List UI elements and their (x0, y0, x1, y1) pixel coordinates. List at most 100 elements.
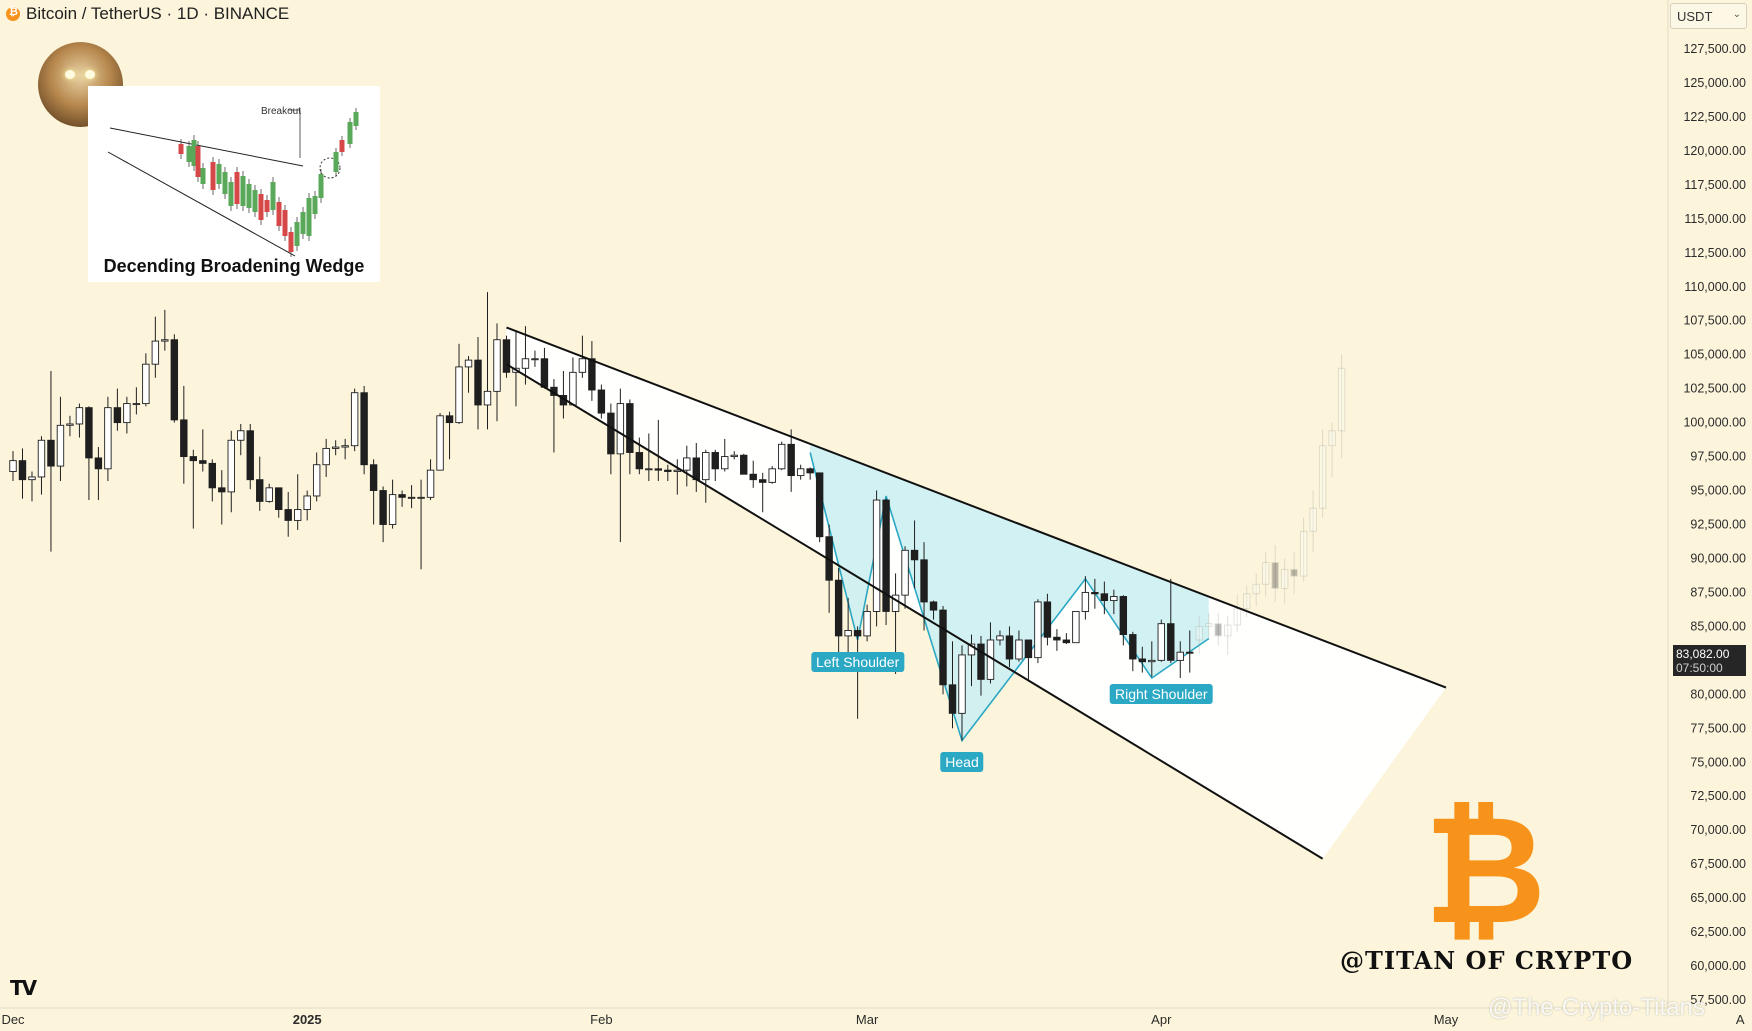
projection-candle-body (1195, 625, 1203, 641)
candle-body (853, 630, 862, 637)
tradingview-logo-icon: TV (10, 976, 37, 1000)
inset-candle-body (200, 168, 206, 184)
candle-body (180, 419, 188, 458)
candle-body (75, 407, 84, 425)
faint-watermark: @The-Crypto-Titans (1488, 994, 1705, 1021)
candle-body (645, 468, 653, 471)
candle-body (1015, 639, 1023, 660)
candle-body (407, 496, 416, 499)
inset-candle-body (246, 184, 252, 208)
price-tick-label: 67,500.00 (1690, 857, 1746, 871)
price-tick-label: 87,500.00 (1690, 585, 1746, 599)
candle-body (1119, 596, 1128, 635)
bitcoin-logo-icon: ₿ (1423, 784, 1547, 958)
candle-body (284, 509, 292, 521)
inset-candle-body (264, 200, 270, 212)
candle-body (721, 456, 729, 470)
inset-candle-body (240, 176, 246, 206)
candle-body (47, 439, 55, 467)
inset-candle-body (300, 212, 306, 234)
currency-label: USDT (1677, 9, 1713, 24)
currency-selector[interactable]: USDT ⌄ (1670, 3, 1747, 29)
price-tick-label: 95,000.00 (1690, 484, 1746, 498)
candle-body (37, 439, 46, 478)
candle-body (360, 392, 368, 466)
author-handle: @TITAN OF CRYPTO (1340, 946, 1634, 975)
price-tick-label: 57,500.00 (1690, 993, 1746, 1007)
candle-body (664, 469, 672, 472)
candle-body (94, 457, 103, 470)
inset-candle-body (288, 232, 294, 252)
price-tick-label: 122,500.00 (1683, 110, 1746, 124)
projection-candle-body (1214, 623, 1222, 637)
candle-body (920, 559, 928, 603)
inset-candle-body (276, 202, 282, 226)
price-tick-label: 120,000.00 (1683, 144, 1746, 158)
candle-body (18, 460, 27, 481)
candle-body (578, 358, 587, 373)
candle-body (730, 454, 738, 458)
candle-body (1110, 596, 1118, 602)
inset-candle-body (318, 174, 324, 198)
inset-candle-body (216, 164, 222, 184)
symbol-title: Bitcoin / TetherUS · 1D · BINANCE (26, 4, 290, 23)
candle-body (1186, 651, 1194, 654)
candle-body (540, 358, 549, 388)
inset-candle-body (306, 198, 312, 236)
time-tick-label: Dec (1, 1012, 25, 1027)
candle-body (85, 407, 93, 459)
avatar-eye-left (65, 70, 75, 79)
projection-candle-body (1290, 568, 1298, 577)
price-tick-label: 110,000.00 (1684, 280, 1746, 294)
candle-body (692, 457, 700, 481)
inset-breakout-pointer (288, 109, 301, 158)
wedge-upper-line (506, 326, 1447, 689)
candle-body (493, 339, 501, 392)
candle-body (1100, 593, 1109, 602)
candle-body (275, 487, 283, 511)
inset-candle-body (195, 146, 201, 177)
candle-body (616, 403, 625, 455)
candle-body (569, 371, 577, 406)
time-tick-label: May (1434, 1012, 1459, 1027)
inset-candle-body (312, 196, 318, 214)
inset-candle-body (191, 140, 197, 166)
wedge-lower-line (505, 363, 1324, 860)
time-tick-label: A (1736, 1012, 1745, 1027)
candle-body (749, 473, 757, 481)
last-price-tag: 83,082.00 07:50:00 (1673, 645, 1746, 676)
candle-body (474, 359, 482, 406)
candle-body (787, 443, 795, 477)
candle-body (1167, 623, 1175, 661)
candle-body (901, 549, 909, 596)
time-tick-label: Mar (856, 1012, 879, 1027)
candle-body (531, 358, 539, 361)
candle-body (967, 643, 976, 656)
candle-body (9, 460, 17, 472)
price-tick-label: 112,500.00 (1684, 246, 1746, 260)
inset-pattern-drawing (107, 108, 359, 257)
inset-breakout-body (347, 122, 353, 144)
candle-body (142, 363, 150, 405)
inset-breakout-body (339, 140, 345, 152)
candle-body (1176, 651, 1184, 661)
candle-body (872, 499, 881, 612)
candle-body (436, 415, 444, 471)
bitcoin-coin-icon (6, 6, 20, 21)
candle-body (369, 464, 378, 491)
candle-body (1081, 591, 1090, 612)
projection-candle-body (1299, 530, 1308, 577)
projection-candle-body (1261, 562, 1270, 585)
candle-body (312, 464, 321, 497)
symbol-header[interactable]: Bitcoin / TetherUS · 1D · BINANCE (6, 4, 289, 24)
inset-candle-body (178, 144, 184, 154)
price-tick-label: 100,000.00 (1683, 416, 1746, 430)
candle-body (654, 468, 663, 471)
time-axis: Dec 2025 Feb Mar Apr May A (0, 1007, 1745, 1027)
candle-body (759, 479, 767, 483)
price-tick-label: 85,000.00 (1690, 619, 1746, 633)
inset-candle-body (228, 182, 234, 206)
projection-candle-body (1271, 562, 1279, 589)
candle-body (597, 389, 606, 414)
